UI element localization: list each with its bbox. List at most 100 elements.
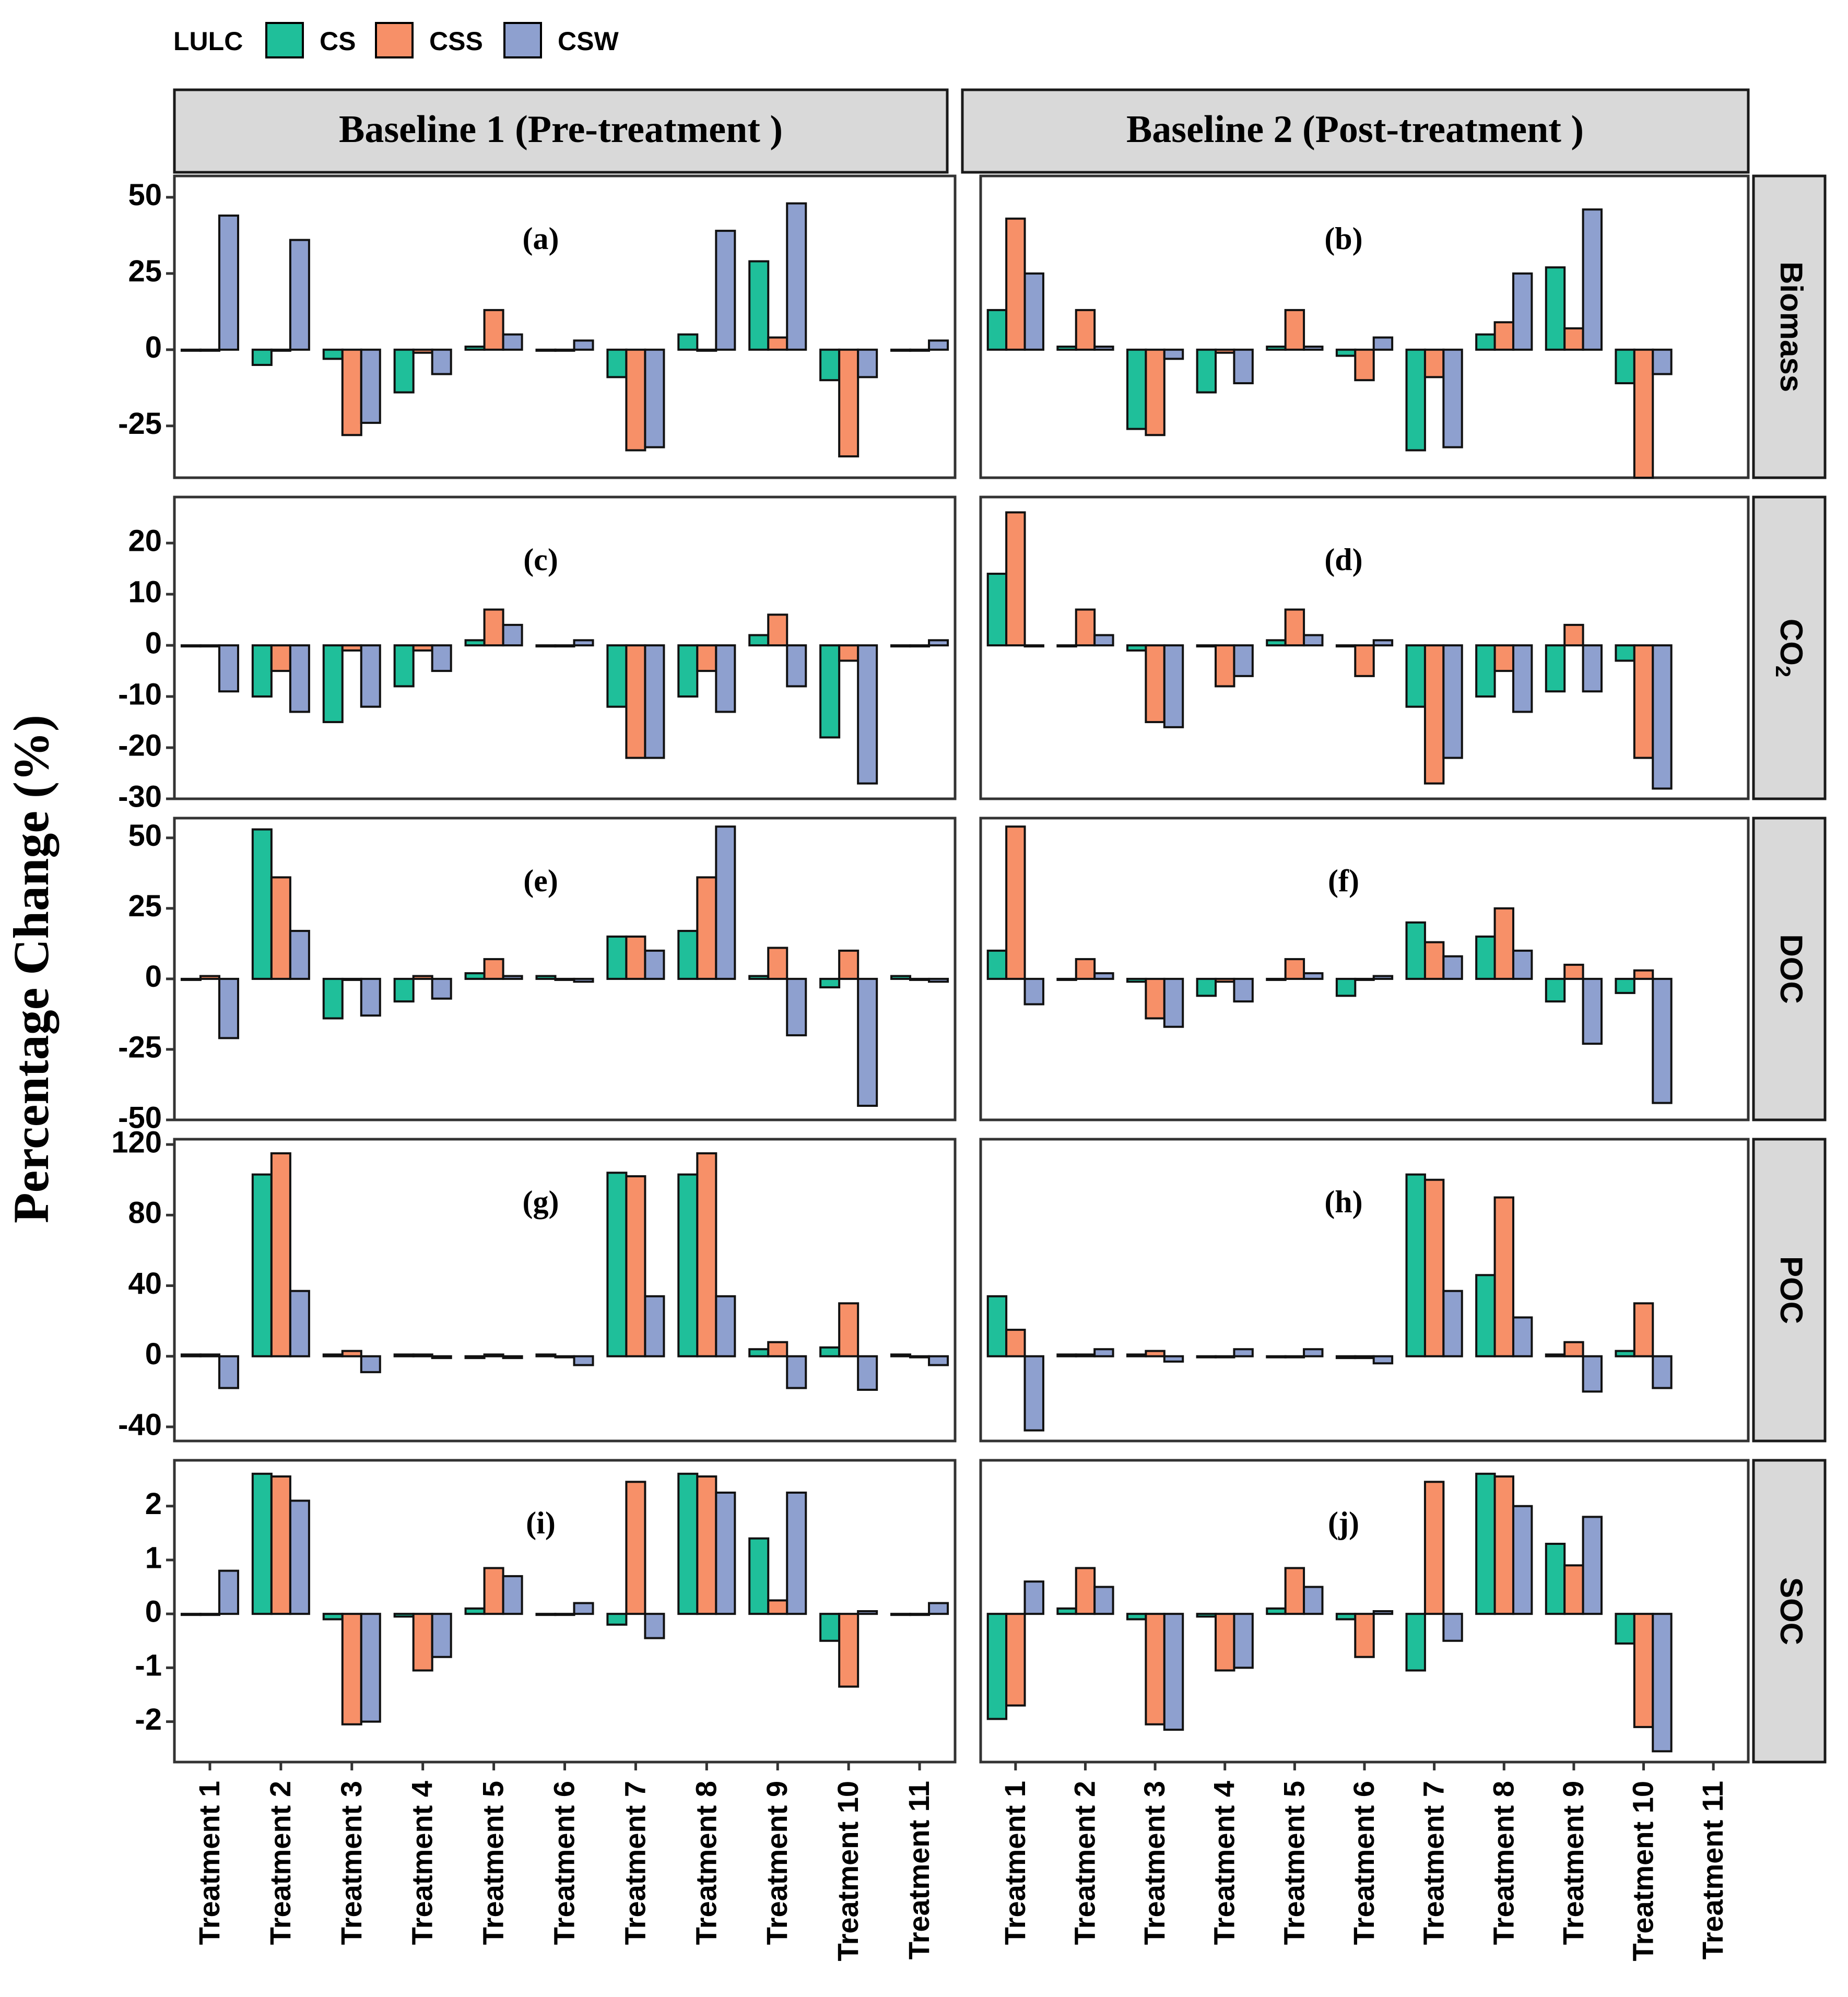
bar-f-css-t8	[1493, 907, 1514, 980]
strip-row-soc-bg	[1752, 1459, 1827, 1764]
y-tick-label-e-3: 25	[128, 889, 162, 923]
panel-d: (d)	[979, 495, 1750, 800]
bar-b-cs-t2	[1056, 345, 1077, 351]
strip-row-poc-bg	[1752, 1138, 1827, 1443]
bar-f-csw-t3	[1163, 977, 1184, 1028]
bar-h-csw-t2	[1093, 1348, 1114, 1357]
bar-f-css-t4	[1215, 977, 1235, 983]
x-tick-label-j-2: Treatment 2	[1068, 1781, 1101, 1945]
bar-j-css-t5	[1284, 1567, 1305, 1615]
bar-i-cs-t6	[535, 1613, 557, 1616]
bar-b-css-t1	[1005, 217, 1026, 351]
bar-b-cs-t9	[1545, 266, 1566, 351]
bar-i-cs-t10	[819, 1613, 841, 1642]
bar-g-csw-t10	[857, 1355, 878, 1391]
bar-a-css-t11	[909, 348, 931, 352]
panel-label-h: (h)	[1324, 1185, 1362, 1219]
bar-j-csw-t4	[1233, 1613, 1254, 1669]
bar-b-cs-t1	[986, 309, 1008, 351]
x-tick-label-j-8: Treatment 8	[1487, 1781, 1520, 1945]
bar-c-csw-t10	[857, 644, 878, 785]
bar-d-css-t7	[1423, 644, 1445, 785]
y-tick-label-i-1: -1	[135, 1649, 162, 1683]
y-tick-label-g-2: 40	[128, 1267, 162, 1301]
bar-j-css-t7	[1423, 1481, 1445, 1615]
bar-e-css-t4	[412, 975, 433, 980]
bar-a-cs-t9	[748, 260, 770, 351]
bar-c-csw-t11	[928, 639, 949, 647]
bar-i-cs-t8	[677, 1472, 699, 1615]
bar-d-cs-t8	[1475, 644, 1496, 698]
bar-e-cs-t5	[464, 972, 486, 980]
bar-i-cs-t5	[464, 1607, 486, 1615]
bar-c-cs-t8	[677, 644, 699, 698]
bar-a-css-t7	[625, 348, 646, 452]
bar-h-cs-t6	[1335, 1355, 1357, 1360]
bar-j-cs-t4	[1196, 1613, 1217, 1618]
bar-c-cs-t5	[464, 639, 486, 647]
strip-baseline-1-bg	[173, 88, 949, 174]
bar-g-csw-t9	[786, 1355, 807, 1389]
bar-a-css-t10	[838, 348, 860, 458]
bar-c-css-t2	[270, 644, 291, 672]
bar-j-csw-t10	[1652, 1613, 1673, 1753]
bar-h-csw-t1	[1023, 1355, 1044, 1432]
bar-a-cs-t1	[180, 348, 202, 352]
bar-g-css-t10	[838, 1302, 860, 1357]
bar-h-css-t6	[1354, 1355, 1375, 1360]
bar-h-cs-t2	[1056, 1353, 1077, 1357]
bar-a-csw-t8	[715, 230, 736, 351]
bar-b-cs-t6	[1335, 348, 1357, 357]
bar-i-css-t8	[696, 1475, 717, 1615]
bar-e-csw-t10	[857, 977, 878, 1107]
bar-c-csw-t8	[715, 644, 736, 713]
bar-d-cs-t2	[1056, 644, 1077, 648]
legend-swatch-cs	[265, 22, 304, 58]
bar-f-cs-t6	[1335, 977, 1357, 997]
bar-j-cs-t10	[1615, 1613, 1635, 1645]
bar-e-csw-t4	[431, 977, 452, 1000]
bar-a-csw-t1	[218, 214, 239, 351]
bar-i-css-t7	[625, 1481, 646, 1615]
bar-e-cs-t7	[606, 935, 628, 980]
bar-i-csw-t7	[644, 1613, 665, 1639]
bar-g-cs-t2	[251, 1173, 273, 1357]
bar-c-css-t7	[625, 644, 646, 759]
bar-g-csw-t6	[573, 1355, 594, 1366]
strip-baseline-2-label: Baseline 2 (Post-treatment )	[1126, 108, 1584, 151]
bar-h-css-t7	[1423, 1178, 1445, 1357]
panel-f-frame	[979, 817, 1750, 1121]
bar-e-cs-t4	[393, 977, 415, 1003]
bar-f-csw-t5	[1303, 972, 1324, 980]
bar-f-css-t7	[1423, 941, 1445, 980]
bar-g-css-t7	[625, 1175, 646, 1357]
bar-e-cs-t8	[677, 930, 699, 980]
y-tick-label-e-2: 0	[145, 960, 162, 994]
bar-e-csw-t8	[715, 825, 736, 980]
bar-g-cs-t1	[180, 1353, 202, 1357]
bar-h-css-t2	[1075, 1353, 1096, 1357]
panel-label-e: (e)	[523, 864, 558, 898]
bar-d-csw-t8	[1512, 644, 1533, 713]
bar-a-csw-t2	[289, 239, 310, 351]
bar-e-csw-t1	[218, 977, 239, 1039]
bar-c-css-t1	[199, 644, 220, 648]
bar-j-csw-t5	[1303, 1586, 1324, 1615]
bar-e-css-t8	[696, 876, 717, 980]
bar-i-cs-t1	[180, 1613, 202, 1616]
bar-h-cs-t10	[1615, 1350, 1635, 1357]
bar-i-css-t6	[554, 1613, 575, 1616]
bar-a-cs-t8	[677, 333, 699, 351]
strip-row-poc-label: POC	[1774, 1256, 1809, 1324]
bar-d-css-t6	[1354, 644, 1375, 677]
bar-c-cs-t7	[606, 644, 628, 708]
bar-i-cs-t7	[606, 1613, 628, 1626]
bar-j-cs-t1	[986, 1613, 1008, 1720]
bar-a-css-t1	[199, 348, 220, 352]
bar-e-csw-t6	[573, 977, 594, 983]
bar-h-cs-t5	[1266, 1355, 1287, 1358]
y-tick-label-i-0: -2	[135, 1703, 162, 1736]
panel-label-a: (a)	[523, 221, 559, 256]
bar-c-css-t3	[341, 644, 362, 652]
bar-h-csw-t9	[1582, 1355, 1603, 1393]
